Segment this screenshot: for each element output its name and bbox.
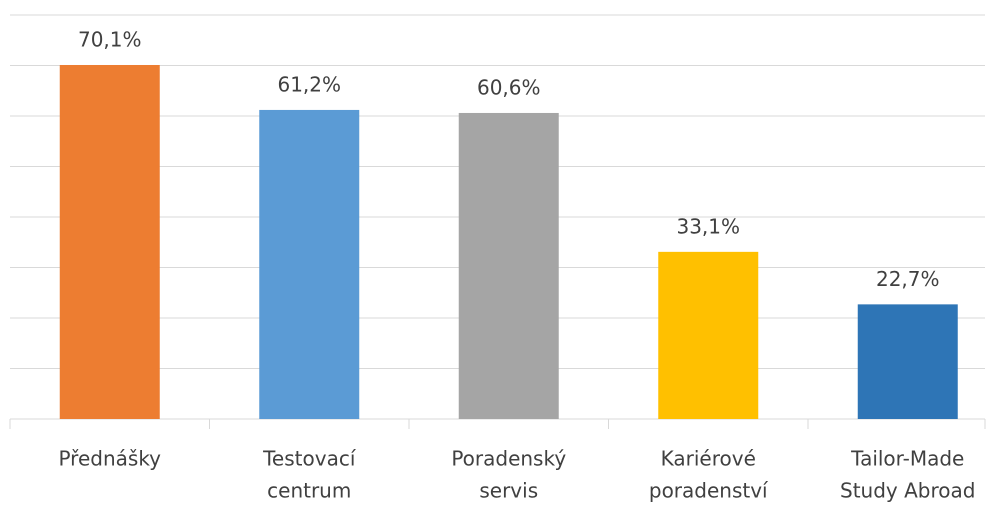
bar — [857, 304, 958, 419]
x-tick-label: Tailor-Made — [850, 447, 964, 471]
x-tick-label: Přednášky — [58, 447, 161, 471]
value-label: 22,7% — [876, 267, 940, 291]
value-label: 60,6% — [477, 75, 541, 99]
value-label: 61,2% — [277, 72, 341, 96]
bar — [458, 112, 559, 419]
value-label: 70,1% — [78, 27, 142, 51]
x-tick-label: Study Abroad — [840, 479, 975, 503]
x-tick-label: Testovací — [262, 447, 357, 471]
x-tick-label: centrum — [267, 479, 351, 503]
x-tick-label: poradenství — [649, 479, 769, 503]
x-tick-label: Poradenský — [451, 447, 566, 471]
x-tick-label: servis — [479, 479, 538, 503]
bar — [59, 64, 160, 420]
x-tick-label: Kariérové — [661, 447, 756, 471]
bar — [259, 109, 360, 419]
value-label: 33,1% — [676, 214, 740, 238]
bar — [658, 251, 759, 419]
